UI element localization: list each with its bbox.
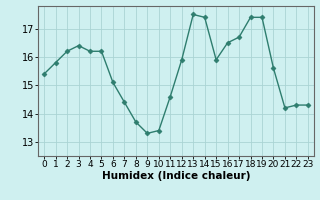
X-axis label: Humidex (Indice chaleur): Humidex (Indice chaleur) [102, 171, 250, 181]
